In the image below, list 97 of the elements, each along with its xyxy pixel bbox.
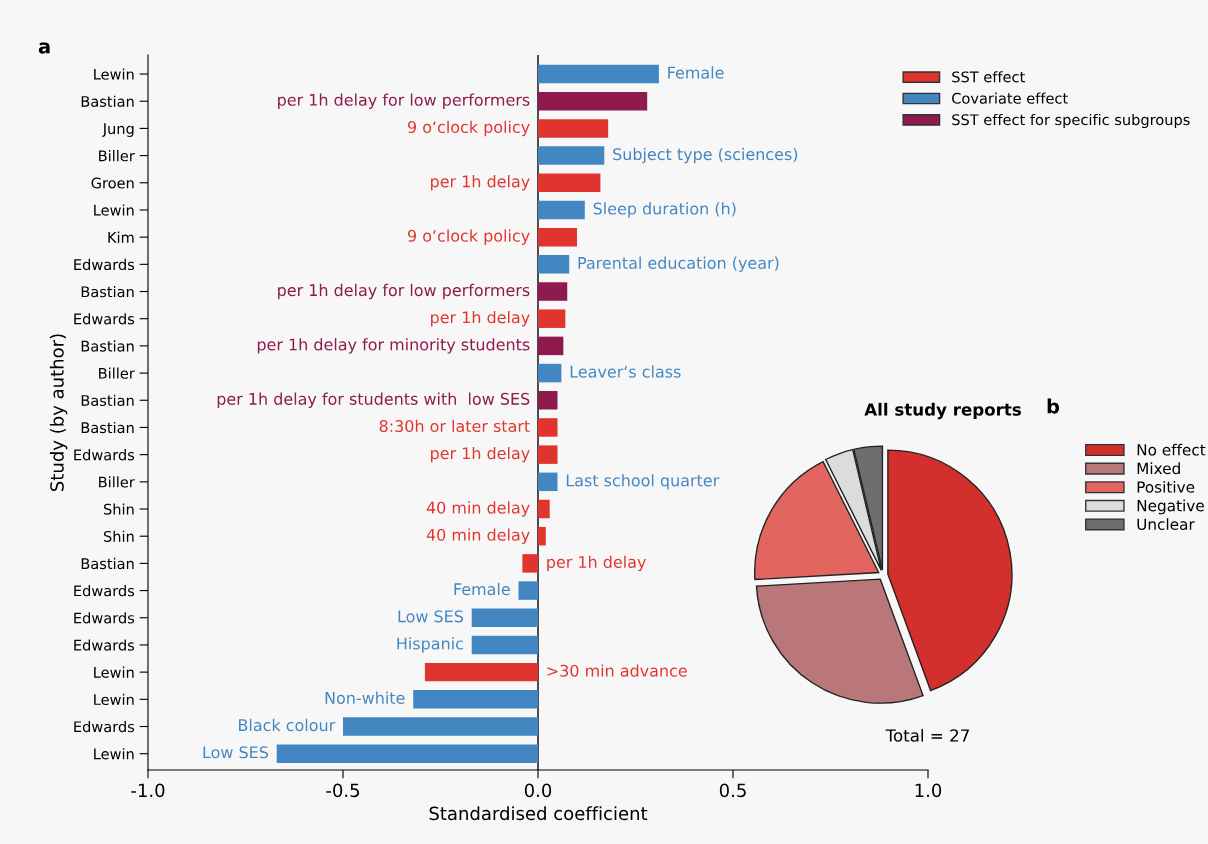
y-tick-label: Bastian <box>81 285 134 298</box>
y-tick-label: Edwards <box>74 313 135 325</box>
legend-label: No effect <box>1137 443 1206 456</box>
y-tick-label: Groen <box>91 177 134 189</box>
annotation: Non-white <box>325 691 405 704</box>
y-tick-label: Bastian <box>81 557 134 570</box>
y-tick-label: Lewin <box>94 693 134 706</box>
annotation: Leaver‘s class <box>570 365 681 378</box>
x-tick-label: 0.5 <box>719 783 746 798</box>
annotation: Low SES <box>398 610 464 623</box>
annotation: >30 min advance <box>547 664 687 677</box>
legend-label: SST effect for specific subgroups <box>952 113 1190 129</box>
annotation: per 1h delay for students with low SES <box>217 392 530 408</box>
x-axis-title: Standardised coefficient <box>429 806 648 821</box>
annotation: per 1h delay <box>431 310 530 327</box>
annotation: per 1h delay for minority students <box>257 338 530 354</box>
y-tick-label: Edwards <box>74 258 135 271</box>
y-tick-label: Bastian <box>81 421 134 434</box>
bar <box>538 91 648 111</box>
bar <box>424 662 538 682</box>
y-tick-label: Lewin <box>94 204 134 216</box>
bar <box>538 64 659 84</box>
bar <box>518 581 538 600</box>
y-tick-label: Edwards <box>74 449 135 461</box>
y-tick-label: Biller <box>99 476 135 488</box>
x-tick-label: 0.0 <box>524 783 552 798</box>
bar <box>538 499 550 519</box>
bar <box>471 608 538 627</box>
bar <box>538 282 568 301</box>
bar <box>471 635 538 655</box>
bar <box>538 227 577 247</box>
annotation: 9 o‘clock policy <box>408 229 530 245</box>
y-axis-title: Study (by author) <box>49 334 68 491</box>
annotation: Female <box>454 582 510 596</box>
bar <box>538 472 558 492</box>
legend-label: Unclear <box>1137 518 1195 530</box>
annotation: 8:30h or later start <box>379 419 530 433</box>
legend-label: SST effect <box>952 71 1025 83</box>
bar <box>343 717 538 736</box>
y-tick-label: Biller <box>99 150 135 162</box>
legend-label: Mixed <box>1137 462 1180 475</box>
x-tick-label: -0.5 <box>326 783 360 798</box>
bar <box>413 690 538 709</box>
y-tick-label: Lewin <box>94 666 134 678</box>
y-tick-label: Edwards <box>74 585 135 597</box>
annotation: per 1h delay <box>431 175 530 191</box>
annotation: 40 min delay <box>426 528 530 544</box>
bar <box>538 173 601 193</box>
annotation: Parental education (year) <box>578 256 779 273</box>
bar <box>538 309 566 328</box>
bar <box>538 146 605 165</box>
annotation: per 1h delay for low performers <box>278 283 530 300</box>
chart-title: All study reports <box>864 402 1021 420</box>
annotation: Low SES <box>203 746 269 759</box>
bar <box>538 445 558 464</box>
legend-label: Negative <box>1137 499 1204 515</box>
legend-label: Covariate effect <box>952 92 1068 104</box>
legend-label: Positive <box>1137 480 1195 493</box>
y-tick-label: Bastian <box>81 95 134 107</box>
bar <box>538 200 585 220</box>
bar <box>276 744 538 763</box>
bar <box>538 418 558 437</box>
annotation: Sleep duration (h) <box>593 202 736 218</box>
text: b <box>1047 398 1060 414</box>
bar <box>538 363 562 383</box>
annotation: Hispanic <box>397 637 463 653</box>
annotation: Female <box>668 66 724 79</box>
y-tick-label: Kim <box>108 231 134 243</box>
annotation: Black colour <box>239 718 336 732</box>
annotation: per 1h delay <box>431 446 530 463</box>
annotation: per 1h delay <box>547 555 646 572</box>
y-tick-label: Edwards <box>74 612 135 624</box>
annotation: Subject type (sciences) <box>613 147 798 164</box>
y-tick-label: Lewin <box>94 748 134 760</box>
x-tick-label: 1.0 <box>915 783 942 798</box>
annotation: 40 min delay <box>426 501 530 517</box>
y-tick-label: Shin <box>103 530 134 542</box>
y-tick-label: Jung <box>102 123 134 137</box>
text: a <box>38 42 50 54</box>
bar <box>522 554 538 573</box>
y-tick-label: Edwards <box>74 639 135 651</box>
x-tick-label: -1.0 <box>131 783 165 798</box>
y-tick-label: Biller <box>99 367 135 379</box>
bar <box>538 119 609 138</box>
y-tick-label: Shin <box>103 503 134 515</box>
annotation: Last school quarter <box>566 474 720 490</box>
y-tick-label: Bastian <box>81 340 134 352</box>
annotation: Total = 27 <box>885 728 969 742</box>
bar <box>538 526 546 546</box>
y-tick-label: Lewin <box>94 68 134 80</box>
bar <box>538 255 570 274</box>
bar <box>538 391 558 410</box>
y-tick-label: Bastian <box>81 394 134 407</box>
annotation: 9 o‘clock policy <box>408 120 530 137</box>
bar <box>538 336 564 356</box>
y-tick-label: Edwards <box>74 720 135 733</box>
annotation: per 1h delay for low performers <box>278 93 530 109</box>
